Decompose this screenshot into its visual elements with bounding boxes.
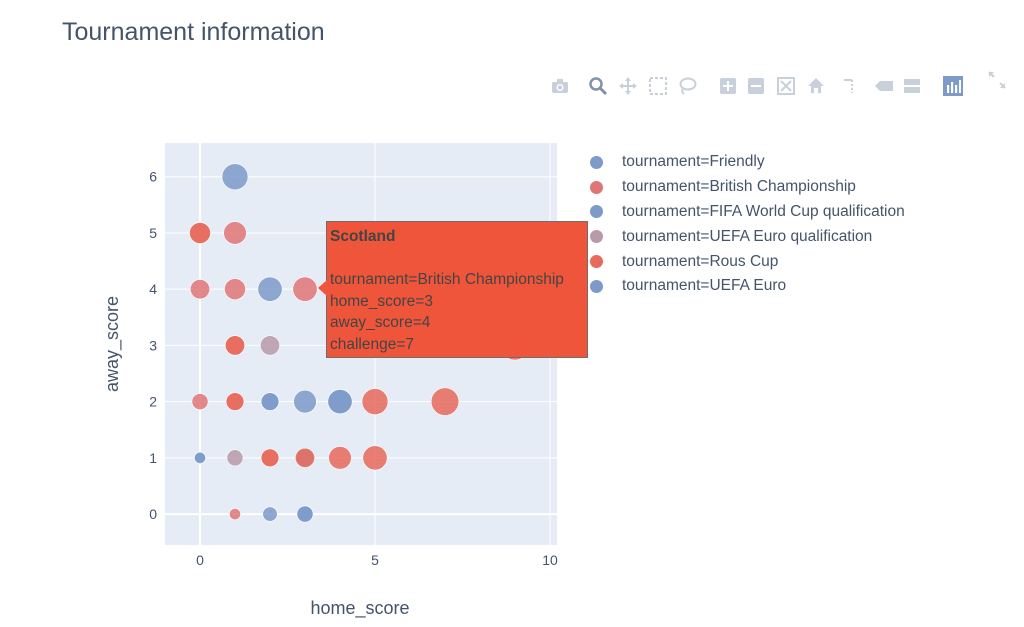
x-axis-title: home_score — [310, 598, 409, 619]
data-point[interactable] — [257, 276, 283, 302]
tooltip-line: tournament=British Championship — [330, 271, 564, 288]
tooltip-title: Scotland — [330, 228, 396, 245]
data-point[interactable] — [362, 445, 388, 471]
data-point[interactable] — [361, 388, 389, 415]
tooltip-line: challenge=7 — [330, 335, 415, 353]
tick-labels: 0 5 10 0 1 2 3 4 5 6 — [149, 169, 558, 568]
data-point[interactable] — [229, 508, 241, 521]
autoscale-icon[interactable] — [776, 76, 796, 96]
legend-marker-icon — [590, 255, 603, 269]
legend-label: tournament=FIFA World Cup qualification — [622, 202, 905, 220]
legend-item[interactable]: tournament=UEFA Euro qualification — [588, 224, 905, 249]
legend-marker-icon — [590, 155, 603, 169]
legend-item[interactable]: tournament=FIFA World Cup qualification — [588, 200, 905, 225]
x-tick-label: 5 — [371, 552, 379, 568]
legend-label: tournament=Rous Cup — [622, 252, 779, 270]
data-point[interactable] — [259, 335, 281, 356]
data-point[interactable] — [292, 276, 318, 302]
legend: tournament=Friendly tournament=British Ch… — [588, 150, 905, 299]
legend-item[interactable]: tournament=UEFA Euro — [588, 274, 905, 299]
box-select-icon[interactable] — [648, 76, 668, 96]
y-tick-label: 0 — [149, 506, 157, 522]
data-point[interactable] — [191, 393, 209, 411]
legend-marker-icon — [590, 180, 603, 194]
data-point[interactable] — [194, 451, 206, 464]
reset-axes-icon[interactable] — [806, 76, 826, 96]
spike-lines-icon[interactable] — [840, 76, 860, 96]
legend-marker-icon — [590, 279, 603, 293]
legend-item[interactable]: tournament=Friendly — [588, 150, 905, 175]
data-point[interactable] — [294, 447, 316, 468]
lasso-select-icon[interactable] — [677, 76, 697, 96]
legend-marker-icon — [590, 205, 603, 219]
x-tick-label: 0 — [196, 552, 204, 568]
tooltip-line: away_score=4 — [330, 314, 431, 331]
y-tick-label: 1 — [149, 450, 157, 466]
data-point[interactable] — [430, 387, 460, 416]
hover-closest-icon[interactable] — [874, 76, 894, 96]
x-tick-label: 10 — [542, 552, 558, 568]
plotly-logo-icon[interactable] — [943, 76, 963, 96]
data-points — [189, 163, 530, 523]
data-point[interactable] — [189, 279, 211, 300]
legend-item[interactable]: tournament=British Championship — [588, 175, 905, 200]
tooltip-arrow — [318, 280, 327, 296]
data-point[interactable] — [293, 389, 317, 414]
camera-icon[interactable] — [550, 76, 570, 96]
data-point[interactable] — [262, 506, 278, 522]
data-point[interactable] — [260, 392, 280, 411]
legend-label: tournament=UEFA Euro qualification — [622, 227, 873, 245]
y-tick-label: 6 — [149, 169, 157, 185]
data-point[interactable] — [260, 448, 280, 468]
pan-icon[interactable] — [618, 76, 638, 96]
data-point[interactable] — [224, 335, 246, 356]
data-point[interactable] — [224, 278, 246, 301]
data-point[interactable] — [221, 163, 249, 191]
y-tick-label: 4 — [149, 281, 157, 297]
data-point[interactable] — [296, 505, 314, 523]
legend-label: tournament=UEFA Euro — [622, 277, 787, 295]
data-point[interactable] — [225, 392, 245, 411]
legend-marker-icon — [590, 230, 603, 244]
expand-icon[interactable] — [987, 70, 1007, 90]
y-tick-label: 2 — [149, 394, 157, 410]
data-point[interactable] — [223, 221, 247, 245]
y-axis-title: away_score — [102, 296, 123, 392]
data-point[interactable] — [328, 446, 352, 470]
zoom-icon[interactable] — [588, 76, 608, 96]
zoom-out-icon[interactable] — [746, 76, 766, 96]
chart-title: Tournament information — [62, 18, 325, 46]
hover-tooltip: Scotland tournament=British Championship… — [318, 221, 588, 358]
legend-label: tournament=British Championship — [622, 178, 856, 196]
legend-item[interactable]: tournament=Rous Cup — [588, 249, 905, 274]
y-tick-label: 5 — [149, 225, 157, 241]
data-point[interactable] — [327, 389, 353, 415]
y-tick-label: 3 — [149, 337, 157, 353]
zoom-in-icon[interactable] — [718, 76, 738, 96]
legend-label: tournament=Friendly — [622, 153, 765, 171]
tooltip-line: home_score=3 — [330, 292, 433, 310]
hover-compare-icon[interactable] — [902, 76, 922, 96]
data-point[interactable] — [189, 222, 211, 244]
data-point[interactable] — [226, 449, 244, 467]
